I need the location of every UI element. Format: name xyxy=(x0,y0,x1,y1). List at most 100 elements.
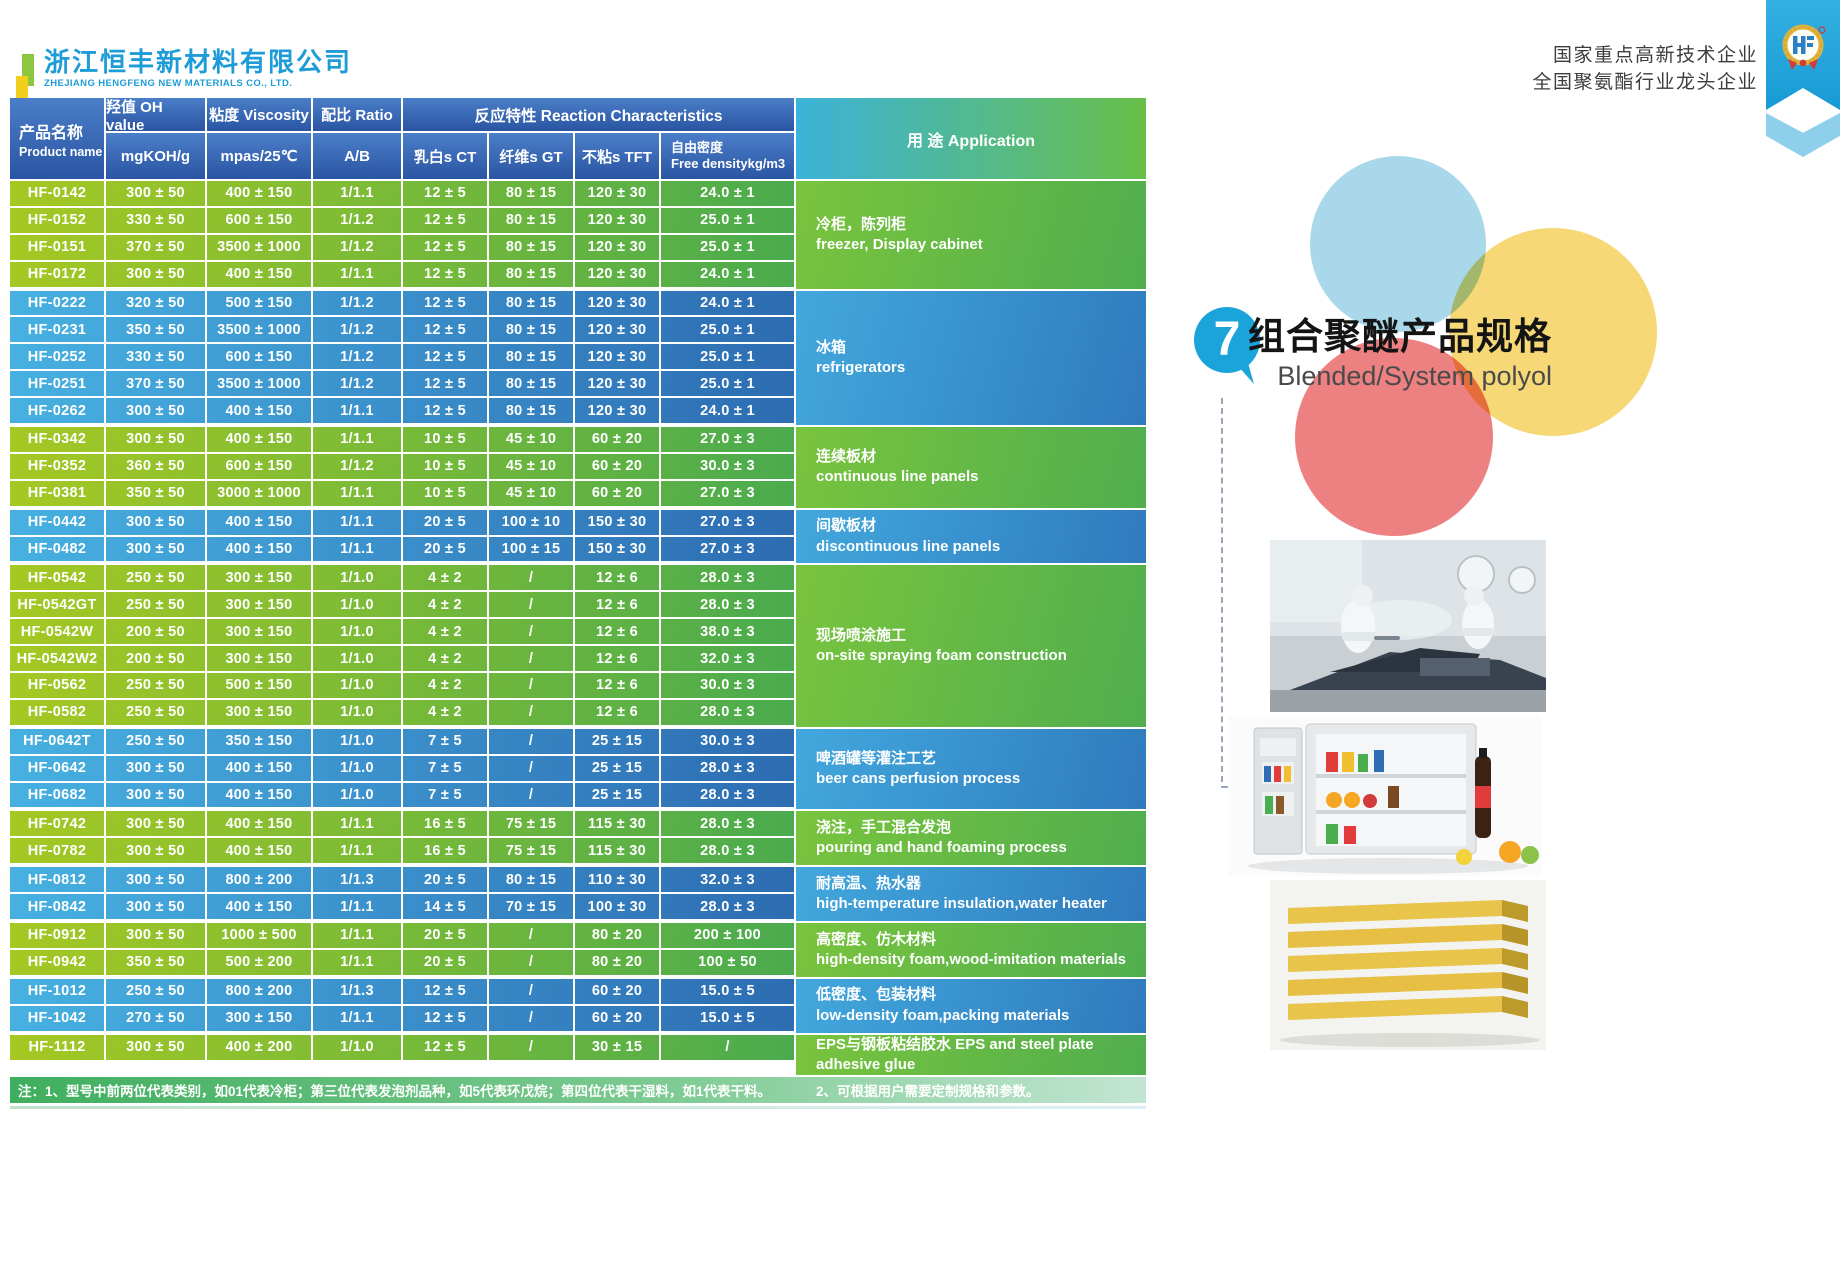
cell-oh: 250 ± 50 xyxy=(104,673,205,698)
cell-ratio: 1/1.0 xyxy=(311,728,401,754)
cell-tft: 80 ± 20 xyxy=(573,949,659,975)
application-zh: 连续板材 xyxy=(816,448,877,466)
cell-ratio: 1/1.1 xyxy=(311,949,401,975)
cell-visc: 300 ± 150 xyxy=(205,592,311,618)
cell-oh: 300 ± 50 xyxy=(104,261,205,287)
cell-name: HF-0231 xyxy=(27,321,87,338)
cell-ct: 12 ± 5 xyxy=(401,1034,487,1060)
product-group: HF-0912 300 ± 50 1000 ± 500 1/1.1 20 ± 5/80 … xyxy=(10,923,1146,977)
cell-ratio: 1/1.1 xyxy=(311,480,401,506)
cell-name: HF-0842 xyxy=(27,898,87,915)
application-cell: 冰箱 refrigerators xyxy=(794,290,1146,426)
cell-name: HF-0682 xyxy=(27,787,87,804)
table-row: HF-0142 300 ± 50 400 ± 150 1/1.1 12 ± 5 80 ± … xyxy=(10,181,794,206)
cell-visc: 600 ± 150 xyxy=(205,453,311,479)
product-group: HF-0542 250 ± 50 300 ± 150 1/1.0 4 ± 2/12 ± … xyxy=(10,565,1146,727)
cell-gt: 80 ± 15 xyxy=(487,344,573,370)
table-row: HF-0442 300 ± 50 400 ± 150 1/1.1 20 ± 5 100 ±… xyxy=(10,509,794,535)
application-en: low-density foam,packing materials xyxy=(816,1006,1070,1024)
cell-visc: 400 ± 150 xyxy=(205,838,311,864)
application-zh: 耐高温、热水器 xyxy=(816,874,922,892)
cell-gt: / xyxy=(487,1005,573,1031)
cell-density: 27.0 ± 3 xyxy=(659,480,794,506)
cell-oh: 250 ± 50 xyxy=(104,592,205,618)
cell-density: 25.0 ± 1 xyxy=(659,344,794,370)
cell-gt: / xyxy=(487,646,573,672)
table-row: HF-0482 300 ± 50 400 ± 150 1/1.1 20 ± 5 100 ±… xyxy=(10,536,794,562)
cell-ratio: 1/1.0 xyxy=(311,673,401,698)
cell-name: HF-0742 xyxy=(27,815,87,832)
cell-name: HF-0342 xyxy=(27,431,87,448)
cell-ratio: 1/1.0 xyxy=(311,1034,401,1060)
cell-ct: 12 ± 5 xyxy=(401,181,487,206)
product-group: HF-0812 300 ± 50 800 ± 200 1/1.3 20 ± 5 80 ± … xyxy=(10,867,1146,922)
cell-oh: 300 ± 50 xyxy=(104,838,205,864)
cell-ratio: 1/1.1 xyxy=(311,398,401,424)
group-rows: HF-0542 250 ± 50 300 ± 150 1/1.0 4 ± 2/12 ± … xyxy=(10,565,794,726)
bottom-divider xyxy=(10,1106,1146,1110)
cell-visc: 400 ± 150 xyxy=(205,261,311,287)
cell-tft: 120 ± 30 xyxy=(573,344,659,370)
cell-visc: 400 ± 150 xyxy=(205,181,311,206)
application-cell: 连续板材 continuous line panels xyxy=(794,427,1146,508)
cell-visc: 400 ± 150 xyxy=(205,894,311,920)
cell-oh: 370 ± 50 xyxy=(104,371,205,397)
application-en: pouring and hand foaming process xyxy=(816,839,1067,857)
cell-ct: 16 ± 5 xyxy=(401,811,487,837)
group-rows: HF-0642T 250 ± 50 350 ± 150 1/1.0 7 ± 5/25 ±… xyxy=(10,728,794,810)
cell-ratio: 1/1.1 xyxy=(311,509,401,535)
cell-oh: 300 ± 50 xyxy=(104,1034,205,1060)
cell-density: 25.0 ± 1 xyxy=(659,317,794,343)
product-group: HF-0222 320 ± 50 500 ± 150 1/1.2 12 ± 5 80 ± … xyxy=(10,290,1146,426)
cell-ratio: 1/1.0 xyxy=(311,565,401,591)
group-rows: HF-0442 300 ± 50 400 ± 150 1/1.1 20 ± 5 100 ±… xyxy=(10,509,794,564)
cell-density: 24.0 ± 1 xyxy=(659,261,794,287)
cell-density: 28.0 ± 3 xyxy=(659,782,794,808)
cell-oh: 350 ± 50 xyxy=(104,480,205,506)
cell-name: HF-0812 xyxy=(27,871,87,888)
cell-visc: 350 ± 150 xyxy=(205,728,311,754)
application-cell: EPS与钢板粘结胶水 EPS and steel plate adhesive … xyxy=(794,1034,1146,1076)
cell-ct: 10 ± 5 xyxy=(401,453,487,479)
section-number-badge: 7 xyxy=(1194,306,1261,386)
cell-density: 28.0 ± 3 xyxy=(659,565,794,591)
application-en: high-density foam,wood-imitation materia… xyxy=(816,950,1127,968)
cell-ratio: 1/1.0 xyxy=(311,619,401,645)
cell-tft: 25 ± 15 xyxy=(573,728,659,754)
group-rows: HF-0912 300 ± 50 1000 ± 500 1/1.1 20 ± 5/80 … xyxy=(10,923,794,977)
header-oh: 羟值 OH value xyxy=(104,98,205,134)
header-application: 用 途 Application xyxy=(794,98,1146,179)
cell-ct: 12 ± 5 xyxy=(401,344,487,370)
cell-visc: 3500 ± 1000 xyxy=(205,317,311,343)
cell-density: 27.0 ± 3 xyxy=(659,427,794,452)
table-row: HF-0542W2 200 ± 50 300 ± 150 1/1.0 4 ± 2/12 … xyxy=(10,646,794,672)
company-emblem-icon xyxy=(1782,24,1826,70)
cell-gt: 80 ± 15 xyxy=(487,867,573,893)
product-spec-table: 产品名称 Product name 羟值 OH value 粘度 Viscosi… xyxy=(10,98,1146,1110)
cell-ratio: 1/1.1 xyxy=(311,1005,401,1031)
cell-ct: 16 ± 5 xyxy=(401,838,487,864)
cell-name: HF-0262 xyxy=(27,402,87,419)
cell-density: 30.0 ± 3 xyxy=(659,453,794,479)
cell-name: HF-0542GT xyxy=(17,596,97,613)
table-row: HF-0812 300 ± 50 800 ± 200 1/1.3 20 ± 5 80 ± … xyxy=(10,867,794,893)
certification-line-2: 全国聚氨酯行业龙头企业 xyxy=(1532,72,1758,93)
cell-tft: 60 ± 20 xyxy=(573,978,659,1004)
header-ratio: 配比 Ratio xyxy=(311,98,401,131)
cell-ct: 20 ± 5 xyxy=(401,867,487,893)
cell-name: HF-0912 xyxy=(27,927,87,944)
cell-gt: / xyxy=(487,673,573,698)
cell-visc: 400 ± 150 xyxy=(205,782,311,808)
cell-name: HF-1012 xyxy=(27,983,87,1000)
section-title: 组合聚醚产品规格 Blended/System polyol xyxy=(1248,316,1552,392)
section-title-zh: 组合聚醚产品规格 xyxy=(1248,316,1552,357)
cell-gt: / xyxy=(487,949,573,975)
group-rows: HF-0742 300 ± 50 400 ± 150 1/1.1 16 ± 5 75 ± … xyxy=(10,811,794,865)
cell-tft: 12 ± 6 xyxy=(573,646,659,672)
cell-ratio: 1/1.1 xyxy=(311,261,401,287)
cell-visc: 500 ± 200 xyxy=(205,949,311,975)
cell-oh: 300 ± 50 xyxy=(104,536,205,562)
cell-tft: 30 ± 15 xyxy=(573,1034,659,1060)
cell-density: / xyxy=(659,1034,794,1060)
cell-visc: 400 ± 150 xyxy=(205,398,311,424)
